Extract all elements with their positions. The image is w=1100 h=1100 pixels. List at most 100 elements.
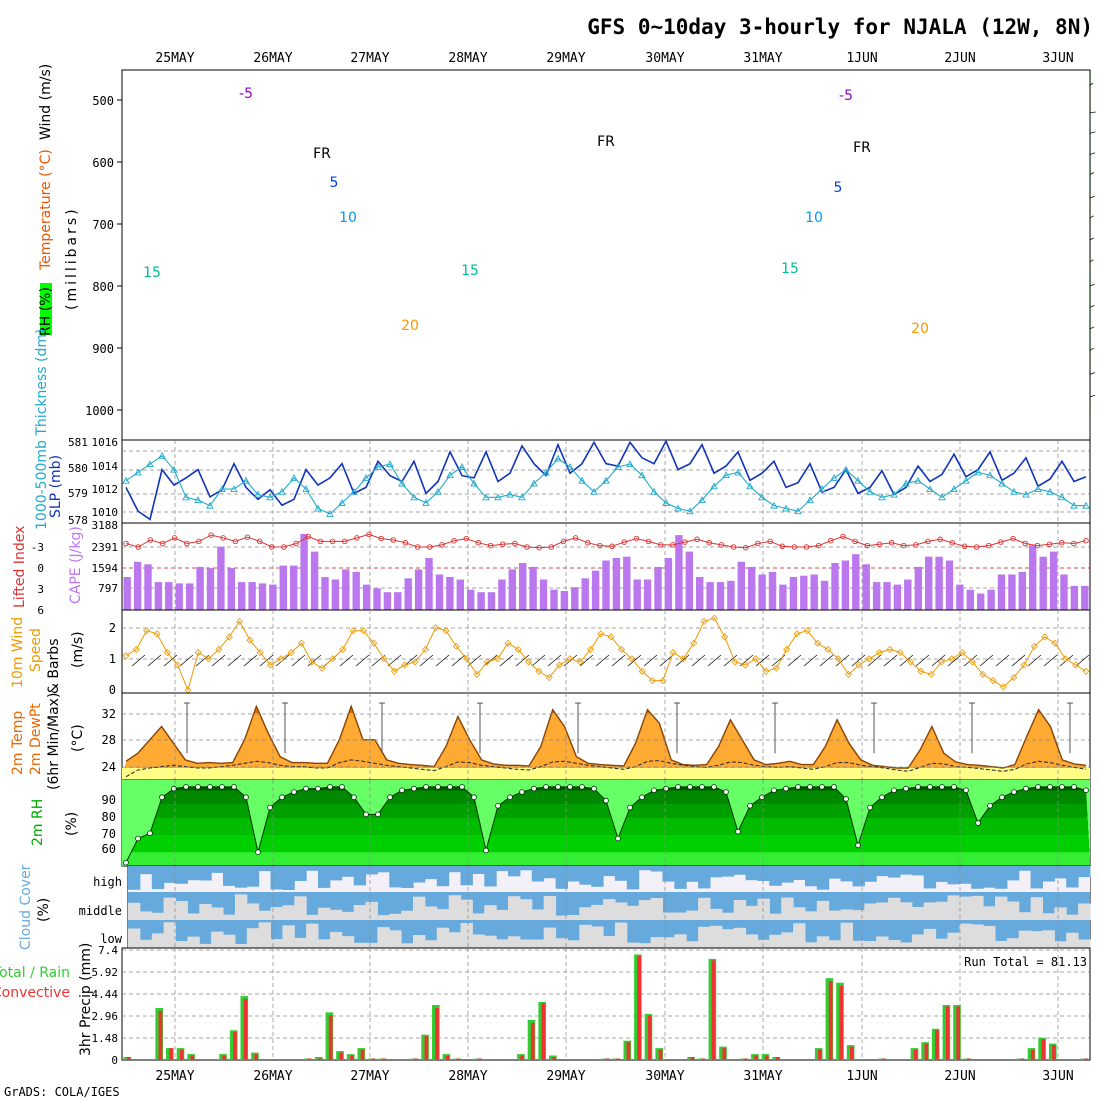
cloud-mid-gap xyxy=(187,913,200,920)
precip-tick: 5.92 xyxy=(92,966,119,979)
li-point xyxy=(998,539,1004,545)
ylabel-wind: Wind (m/s) xyxy=(38,64,54,140)
li-point xyxy=(378,535,384,542)
pressure-level-label: 500 xyxy=(92,94,114,108)
isotherm-label: 5 xyxy=(834,180,843,196)
cloud-low-gap xyxy=(436,927,450,948)
upper-frame xyxy=(121,69,1091,441)
li-point xyxy=(767,538,773,545)
rh2m-point xyxy=(159,794,165,800)
cloud-low-gap xyxy=(840,922,853,948)
wind10-point xyxy=(432,624,440,632)
top-date-label: 25MAY xyxy=(155,51,194,66)
li-point xyxy=(803,544,810,550)
li-point xyxy=(585,540,591,546)
cloud-high-bar xyxy=(579,866,592,885)
cape-bar xyxy=(852,554,860,610)
rh2m-point xyxy=(399,787,405,794)
rh2m-point xyxy=(195,784,201,790)
cloud-low-gap xyxy=(246,928,260,948)
thickness-point xyxy=(926,485,934,492)
rh2m-point xyxy=(411,785,417,792)
thickness-point xyxy=(986,471,994,479)
cloud-mid-gap xyxy=(662,912,675,920)
rh2m-point xyxy=(963,787,969,794)
precip-conv-bar xyxy=(169,1048,173,1060)
wind10-barb xyxy=(755,654,770,667)
cloud-high-bar xyxy=(306,866,319,871)
precip-tick: 0 xyxy=(111,1054,118,1067)
cloud-high-bar xyxy=(1042,866,1055,882)
thickness-line xyxy=(125,455,1086,515)
top-date-label: 26MAY xyxy=(253,51,292,66)
precip-conv-bar xyxy=(839,985,844,1060)
cape-bar xyxy=(508,569,516,610)
cloud-mid-gap xyxy=(698,897,711,920)
ylabel-lifted-index: Lifted Index xyxy=(12,526,28,608)
cloud-mid-gap xyxy=(341,911,355,920)
cloud-low-gap xyxy=(555,938,568,948)
cape-bar xyxy=(696,577,704,610)
precip-conv-bar xyxy=(243,999,248,1060)
precip-tick: 1.48 xyxy=(92,1032,119,1045)
precip-conv-bar xyxy=(413,1058,418,1060)
isotherm-label: -5 xyxy=(839,88,853,104)
rh2m-point xyxy=(951,784,957,790)
li-point xyxy=(657,542,664,548)
temp-tick: 28 xyxy=(102,733,116,747)
cloud-high-bar xyxy=(234,866,248,888)
cloud-low-gap xyxy=(757,939,770,948)
thickness-point xyxy=(1034,485,1042,492)
thickness-point xyxy=(722,471,730,479)
cloud-low-gap xyxy=(900,942,913,948)
wind10-point xyxy=(968,658,977,666)
li-point xyxy=(560,538,567,545)
cloud-high-bar xyxy=(389,866,402,888)
cape-tick: 797 xyxy=(98,582,118,595)
thickness-point xyxy=(878,493,886,501)
slp-tick: 1014 xyxy=(92,460,119,473)
cape-bar xyxy=(925,556,933,610)
wind10-point xyxy=(163,648,171,657)
precip-conv-bar xyxy=(754,1055,758,1060)
li-point xyxy=(633,535,640,542)
cloud-high-bar xyxy=(626,866,640,890)
cloud-mid-gap xyxy=(864,903,877,920)
cape-bar xyxy=(165,582,173,610)
top-date-label: 3JUN xyxy=(1042,51,1073,66)
rh2m-point xyxy=(915,784,921,790)
wind10-barb xyxy=(307,654,322,667)
precip-tick: 2.96 xyxy=(92,1010,119,1023)
rh2m-point xyxy=(459,784,465,790)
cape-bar xyxy=(373,588,381,610)
thickness-point xyxy=(902,479,910,487)
cape-bar xyxy=(529,566,537,610)
wind10-point xyxy=(1061,655,1069,663)
precip-conv-bar xyxy=(339,1052,344,1060)
cloud-mid-gap xyxy=(674,912,687,920)
precip-conv-bar xyxy=(701,1058,705,1060)
rh2m-point xyxy=(771,787,777,794)
wind10-point xyxy=(266,661,275,669)
rh2m-point xyxy=(519,789,525,795)
rh2m-point xyxy=(723,789,729,795)
cloud-low-gap xyxy=(258,922,271,948)
cloud-high-bar xyxy=(294,866,307,881)
li-point xyxy=(742,544,749,551)
top-date-axis: 25MAY 26MAY 27MAY 28MAY 29MAY 30MAY 31MAY 1JUN 2… xyxy=(155,51,1073,66)
cloud-mid-gap xyxy=(484,905,497,920)
cape-bar xyxy=(581,578,589,610)
thickness-point xyxy=(602,476,610,484)
li-point xyxy=(512,540,518,547)
wind10-barb xyxy=(243,654,258,667)
cloud-mid-gap xyxy=(769,913,782,920)
thickness-point xyxy=(650,487,658,495)
cloud-high-bar xyxy=(674,866,687,889)
wind10-tick: 2 xyxy=(109,621,116,635)
thickness-point xyxy=(242,476,250,484)
rh2m-point xyxy=(783,785,789,792)
cloud-low-gap xyxy=(733,927,747,948)
cloud-cover-panel: high middle low Cloud Cover (%) xyxy=(18,864,1091,950)
wind10-point xyxy=(628,655,636,663)
rh2m-point xyxy=(675,784,681,790)
